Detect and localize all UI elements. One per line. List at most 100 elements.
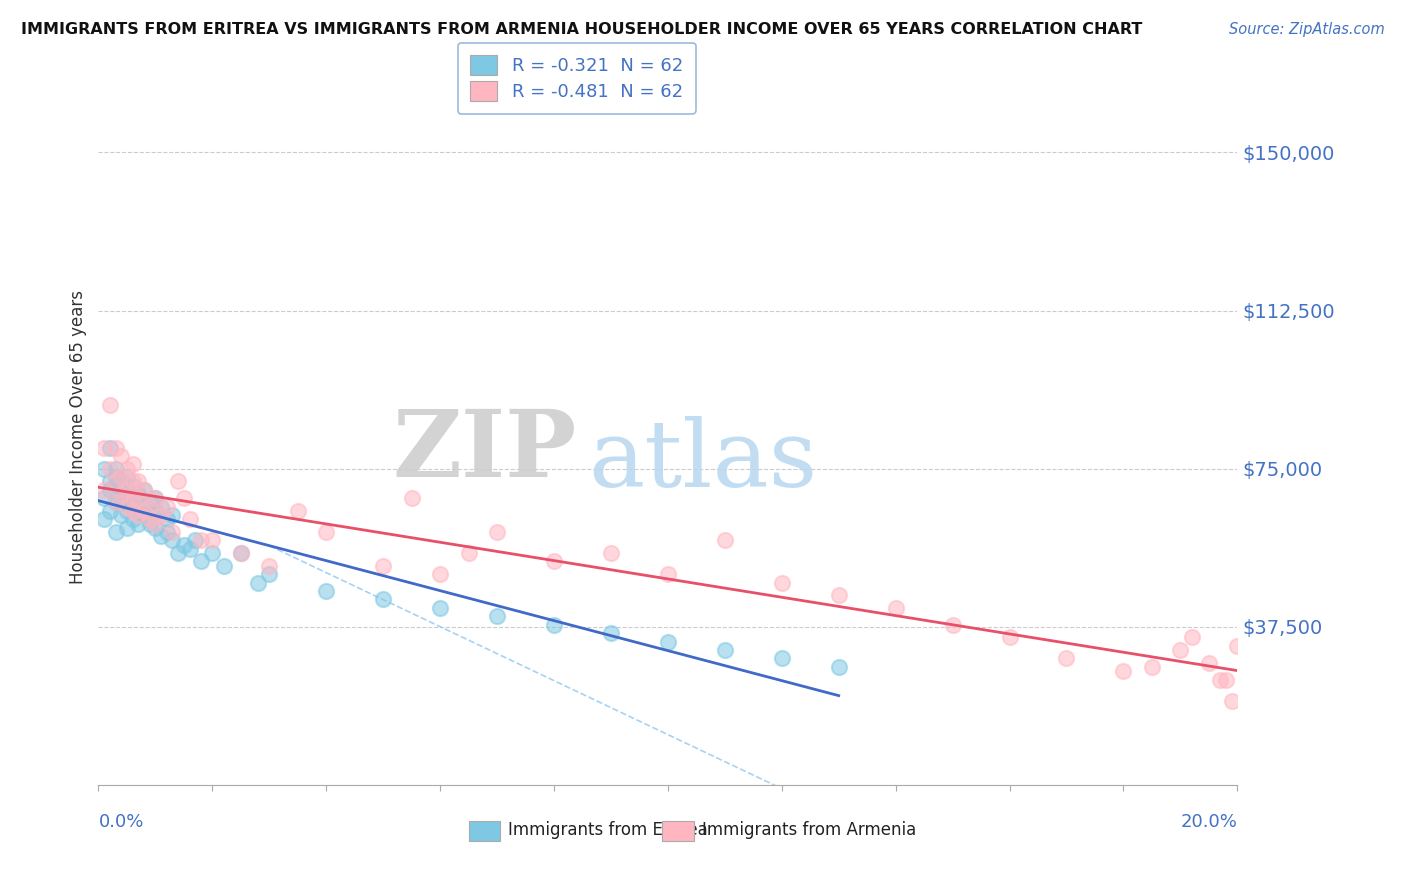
Point bbox=[162, 524, 184, 539]
Point bbox=[145, 504, 167, 518]
Point bbox=[315, 524, 337, 539]
Point bbox=[127, 491, 149, 506]
Point bbox=[998, 631, 1021, 645]
Point bbox=[1215, 673, 1237, 687]
Point bbox=[1112, 664, 1135, 678]
Point bbox=[110, 491, 132, 506]
Point bbox=[600, 626, 623, 640]
Point bbox=[179, 541, 201, 556]
Point bbox=[138, 516, 160, 531]
Point bbox=[132, 500, 155, 514]
Point bbox=[1140, 660, 1163, 674]
Point bbox=[110, 487, 132, 501]
Point bbox=[884, 600, 907, 615]
Point bbox=[104, 441, 127, 455]
Point bbox=[110, 475, 132, 489]
Point bbox=[657, 567, 679, 582]
Point bbox=[115, 495, 138, 509]
Point bbox=[714, 533, 737, 548]
Point bbox=[121, 475, 143, 489]
Text: ZIP: ZIP bbox=[392, 406, 576, 496]
Point bbox=[121, 458, 143, 472]
Point bbox=[429, 600, 451, 615]
Point bbox=[115, 504, 138, 518]
Point bbox=[110, 470, 132, 484]
Point bbox=[121, 512, 143, 526]
Point bbox=[1056, 651, 1078, 665]
Point bbox=[486, 609, 509, 624]
Point bbox=[104, 524, 127, 539]
Point bbox=[156, 524, 179, 539]
Point bbox=[179, 512, 201, 526]
Point bbox=[1226, 639, 1249, 653]
Point bbox=[315, 584, 337, 599]
Point bbox=[373, 592, 395, 607]
Point bbox=[93, 461, 115, 475]
Point bbox=[98, 483, 121, 497]
Point bbox=[145, 491, 167, 506]
Point bbox=[828, 660, 851, 674]
Point bbox=[714, 643, 737, 657]
Point bbox=[401, 491, 423, 506]
Point bbox=[98, 399, 121, 413]
Y-axis label: Householder Income Over 65 years: Householder Income Over 65 years bbox=[69, 290, 87, 584]
Point bbox=[1170, 643, 1192, 657]
Point bbox=[162, 508, 184, 522]
Point bbox=[93, 441, 115, 455]
Point bbox=[287, 504, 309, 518]
Point bbox=[127, 516, 149, 531]
Point bbox=[173, 538, 195, 552]
Point bbox=[162, 533, 184, 548]
Point bbox=[167, 475, 190, 489]
Point bbox=[138, 512, 160, 526]
Point bbox=[115, 521, 138, 535]
Point bbox=[127, 475, 149, 489]
Point bbox=[150, 529, 173, 543]
Point bbox=[156, 500, 179, 514]
Point bbox=[657, 634, 679, 648]
Point bbox=[1181, 631, 1204, 645]
Point bbox=[212, 558, 235, 573]
Text: Source: ZipAtlas.com: Source: ZipAtlas.com bbox=[1229, 22, 1385, 37]
Point bbox=[110, 508, 132, 522]
Text: IMMIGRANTS FROM ERITREA VS IMMIGRANTS FROM ARMENIA HOUSEHOLDER INCOME OVER 65 YE: IMMIGRANTS FROM ERITREA VS IMMIGRANTS FR… bbox=[21, 22, 1143, 37]
Point bbox=[190, 554, 212, 568]
Point bbox=[156, 512, 179, 526]
Point bbox=[167, 546, 190, 560]
Point bbox=[145, 516, 167, 531]
Point bbox=[770, 575, 793, 590]
Point bbox=[373, 558, 395, 573]
Point bbox=[98, 475, 121, 489]
Point bbox=[121, 491, 143, 506]
Point bbox=[600, 546, 623, 560]
Point bbox=[229, 546, 252, 560]
Point bbox=[486, 524, 509, 539]
Text: 20.0%: 20.0% bbox=[1181, 813, 1237, 830]
Point bbox=[93, 483, 115, 497]
Point bbox=[121, 504, 143, 518]
Point bbox=[543, 617, 565, 632]
Point bbox=[543, 554, 565, 568]
Point bbox=[173, 491, 195, 506]
Point bbox=[104, 478, 127, 492]
Point bbox=[121, 491, 143, 506]
Point bbox=[98, 461, 121, 475]
Text: Immigrants from Eritrea: Immigrants from Eritrea bbox=[509, 822, 709, 839]
Point bbox=[184, 533, 207, 548]
Point bbox=[259, 558, 281, 573]
Point bbox=[127, 504, 149, 518]
Point bbox=[150, 500, 173, 514]
Legend: R = -0.321  N = 62, R = -0.481  N = 62: R = -0.321 N = 62, R = -0.481 N = 62 bbox=[458, 43, 696, 114]
Point bbox=[104, 470, 127, 484]
Point bbox=[145, 491, 167, 506]
Point bbox=[93, 512, 115, 526]
Point bbox=[98, 441, 121, 455]
Point bbox=[104, 495, 127, 509]
Text: 0.0%: 0.0% bbox=[98, 813, 143, 830]
Point bbox=[1209, 673, 1232, 687]
Point bbox=[132, 504, 155, 518]
Point bbox=[132, 483, 155, 497]
Point bbox=[104, 495, 127, 509]
Point bbox=[190, 533, 212, 548]
Point bbox=[115, 483, 138, 497]
